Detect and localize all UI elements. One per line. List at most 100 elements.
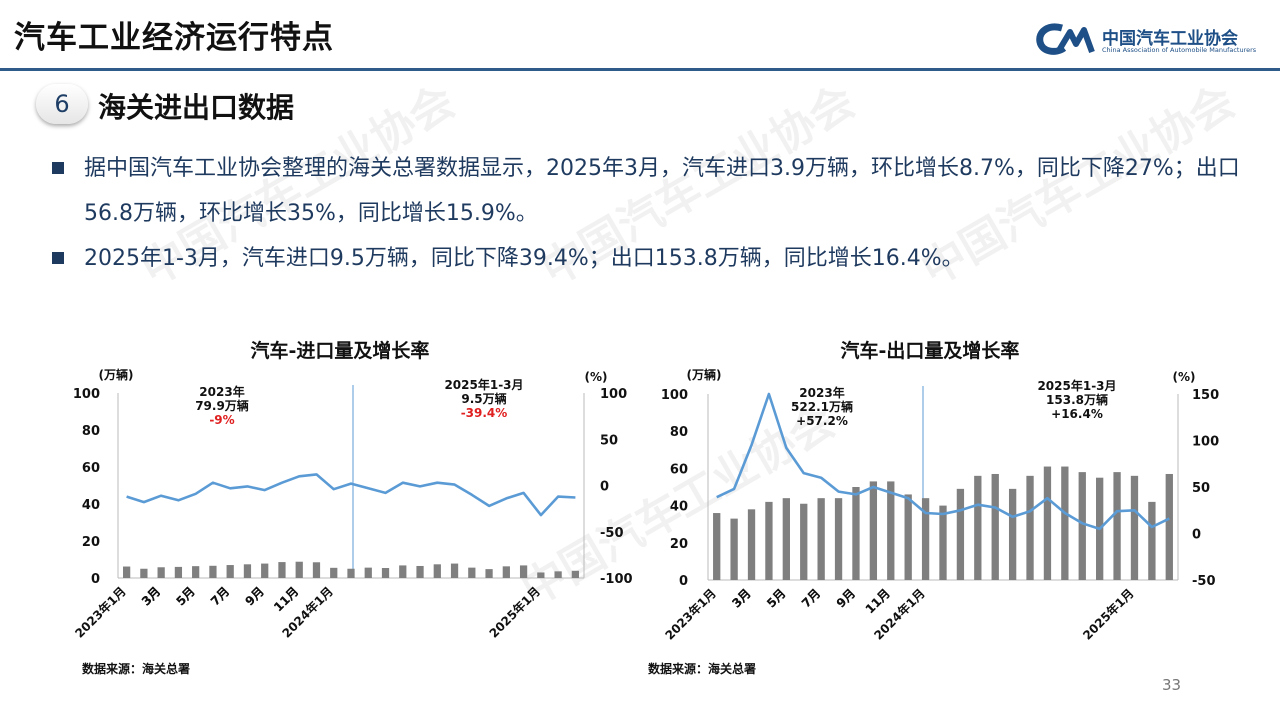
bar <box>468 567 476 578</box>
bar <box>974 475 982 580</box>
bar <box>1026 475 1034 580</box>
bar <box>571 570 579 578</box>
growth-rate-line <box>126 473 576 517</box>
bullet-item: 据中国汽车工业协会整理的海关总署数据显示，2025年3月，汽车进口3.9万辆，环… <box>48 146 1248 236</box>
bar <box>554 571 562 578</box>
bar <box>174 566 183 578</box>
section-number-badge: 6 <box>36 84 88 124</box>
bar <box>1130 475 1139 580</box>
bar <box>765 501 773 580</box>
left-axis-unit: (万辆) <box>99 367 134 382</box>
bar <box>347 568 355 578</box>
bar <box>747 509 756 580</box>
bar <box>869 481 878 580</box>
bar <box>450 563 459 578</box>
annotation-text: 9.5万辆 <box>461 391 506 406</box>
right-tick-label: 0 <box>600 480 609 495</box>
annotation-text: 522.1万辆 <box>791 399 853 414</box>
bar <box>157 567 165 578</box>
annotation-text: 2025年1-3月 <box>444 377 523 392</box>
left-tick-label: 60 <box>670 462 688 477</box>
bar <box>921 498 930 580</box>
bar <box>209 565 217 578</box>
x-tick-label: 5月 <box>173 584 197 608</box>
x-tick-label: 2023年1月 <box>72 584 129 641</box>
bar <box>433 564 441 578</box>
left-tick-label: 80 <box>670 425 688 440</box>
page-title: 汽车工业经济运行特点 <box>14 20 334 56</box>
bullet-list: 据中国汽车工业协会整理的海关总署数据显示，2025年3月，汽车进口3.9万辆，环… <box>48 146 1248 281</box>
bar <box>485 569 493 578</box>
chart-title: 汽车-进口量及增长率 <box>251 339 430 362</box>
annotation-text: 2023年 <box>799 385 844 400</box>
left-tick-label: 20 <box>82 535 100 550</box>
bar <box>991 473 999 580</box>
annotation-text: +57.2% <box>796 414 848 428</box>
bullet-square-icon <box>52 252 64 264</box>
left-tick-label: 100 <box>661 388 688 403</box>
bar <box>852 487 860 580</box>
bar <box>330 567 338 578</box>
right-axis-unit: (%) <box>1173 370 1196 384</box>
left-tick-label: 60 <box>82 461 100 476</box>
right-tick-label: 100 <box>600 387 627 402</box>
right-axis-unit: (%) <box>585 370 608 384</box>
annotation-highlight: -9% <box>209 413 234 427</box>
annotation-text: 2023年 <box>199 384 244 399</box>
x-tick-label: 3月 <box>139 584 163 608</box>
bar <box>243 564 252 578</box>
header-divider <box>0 68 1280 71</box>
section-title: 海关进出口数据 <box>98 91 295 124</box>
bar <box>713 513 721 580</box>
x-tick-label: 9月 <box>834 586 858 610</box>
bar <box>1078 472 1086 580</box>
bar <box>1148 501 1156 580</box>
left-tick-label: 100 <box>73 387 100 402</box>
bar <box>939 505 947 580</box>
bar <box>1165 473 1173 580</box>
logo-english-name: China Association of Automobile Manufact… <box>1102 46 1257 54</box>
bar <box>226 565 234 578</box>
annotation-text: +16.4% <box>1051 407 1103 421</box>
left-tick-label: 80 <box>82 424 100 439</box>
caam-logo: 中国汽车工业协会 China Association of Automobile… <box>1036 22 1256 62</box>
annotation-text: 153.8万辆 <box>1046 392 1108 407</box>
right-tick-label: -50 <box>1192 574 1216 589</box>
bar <box>312 562 321 578</box>
bullet-text: 2025年1-3月，汽车进口9.5万辆，同比下降39.4%；出口153.8万辆，… <box>84 246 964 271</box>
left-axis-unit: (万辆) <box>687 367 722 382</box>
right-tick-label: 100 <box>1192 435 1219 450</box>
bar <box>1008 488 1017 580</box>
bar <box>381 568 390 578</box>
bar <box>834 498 843 580</box>
bar <box>800 503 808 580</box>
annotation-highlight: -39.4% <box>461 406 508 420</box>
x-tick-label: 3月 <box>729 586 753 610</box>
bar <box>537 572 545 578</box>
bar <box>295 561 303 578</box>
bar <box>502 566 510 578</box>
logo-chinese-name: 中国汽车工业协会 <box>1102 29 1238 49</box>
data-source-label: 数据来源：海关总署 <box>648 661 756 676</box>
bar <box>261 563 269 578</box>
annotation-text: 2025年1-3月 <box>1037 378 1116 393</box>
bar <box>519 565 528 578</box>
bar <box>364 567 372 578</box>
chart-title: 汽车-出口量及增长率 <box>841 339 1020 362</box>
left-tick-label: 40 <box>82 498 100 513</box>
header-bar: 汽车工业经济运行特点 中国汽车工业协会 China Association of… <box>0 0 1280 71</box>
x-tick-label: 11月 <box>271 584 301 614</box>
x-tick-label: 2025年1月 <box>486 584 543 641</box>
bar <box>887 481 895 580</box>
bullet-text: 据中国汽车工业协会整理的海关总署数据显示，2025年3月，汽车进口3.9万辆，环… <box>84 156 1240 226</box>
page-number: 33 <box>1162 676 1182 694</box>
bar <box>782 498 790 580</box>
right-tick-label: 0 <box>1192 528 1201 543</box>
bar <box>1043 466 1052 580</box>
bar <box>956 488 965 580</box>
data-source-label: 数据来源：海关总署 <box>82 661 190 676</box>
bar <box>416 565 424 578</box>
left-tick-label: 0 <box>91 572 100 587</box>
left-tick-label: 20 <box>670 537 688 552</box>
